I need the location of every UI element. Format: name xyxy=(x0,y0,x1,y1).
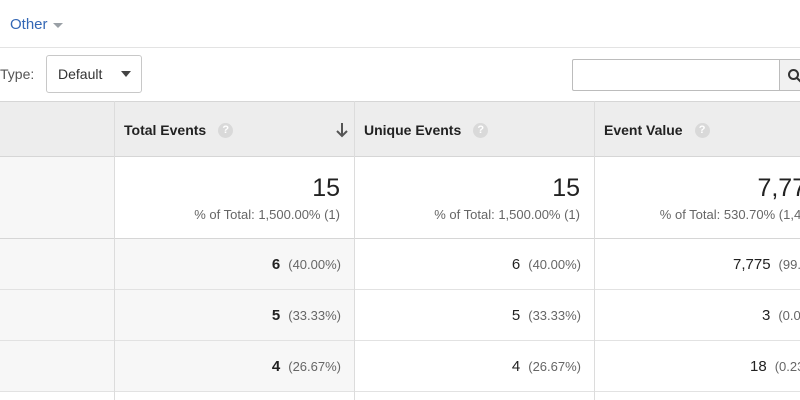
cell-percent: (0.04%) xyxy=(778,307,800,323)
help-icon[interactable]: ? xyxy=(694,122,710,138)
cell-percent: (26.67%) xyxy=(288,358,341,374)
type-select[interactable]: Default xyxy=(46,55,142,93)
total-value: 15 xyxy=(312,174,340,202)
cell-percent: (0.23%) xyxy=(774,358,800,374)
other-dropdown-label: Other xyxy=(10,16,48,33)
other-dropdown[interactable]: Other xyxy=(10,16,63,33)
totals-row: 15 % of Total: 1,500.00% (1) 15 % of Tot… xyxy=(0,157,800,239)
cell-unique-events: 4 (26.67%) xyxy=(355,341,595,391)
cell-percent: (33.33%) xyxy=(288,307,341,323)
total-percent: % of Total: 530.70% (1,465) xyxy=(659,207,800,222)
data-table: Total Events ? Unique Events ? Event Val… xyxy=(0,101,800,400)
type-select-value: Default xyxy=(58,66,103,82)
column-divider xyxy=(114,101,115,400)
row-label-cell xyxy=(0,239,115,289)
cell-value: 7,775 xyxy=(733,255,771,273)
cell-total-events: 5 (33.33%) xyxy=(115,290,355,340)
cell-total-events: 4 (26.67%) xyxy=(115,341,355,391)
row-label-cell xyxy=(0,157,115,238)
sort-descending-icon[interactable] xyxy=(335,122,349,138)
chevron-down-icon xyxy=(52,23,63,28)
table-row[interactable]: 6 (40.00%) 6 (40.00%) 7,775 (99.73%) xyxy=(0,239,800,290)
cell-event-value: 7,775 (99.73%) xyxy=(595,239,800,289)
total-percent: % of Total: 1,500.00% (1) xyxy=(434,207,580,222)
column-divider xyxy=(354,101,355,400)
cell-percent: (26.67%) xyxy=(528,358,581,374)
column-header-total-events[interactable]: Total Events ? xyxy=(124,102,234,158)
sorted-column-shade xyxy=(115,341,355,391)
total-cell-event-value: 7,775 % of Total: 530.70% (1,465) xyxy=(595,157,800,238)
cell-value: 5 xyxy=(511,306,521,324)
cell-value: 4 xyxy=(511,357,521,375)
chevron-down-icon xyxy=(121,71,131,77)
cell-unique-events: 5 (33.33%) xyxy=(355,290,595,340)
total-value: 7,775 xyxy=(757,174,800,202)
cell-event-value: 3 (0.04%) xyxy=(595,290,800,340)
cell-value: 4 xyxy=(271,357,281,375)
sorted-column-shade xyxy=(115,239,355,289)
cell-percent: (40.00%) xyxy=(528,256,581,272)
cell-total-events: 6 (40.00%) xyxy=(115,239,355,289)
cell-event-value: 18 (0.23%) xyxy=(595,341,800,391)
column-header-label: Unique Events xyxy=(364,122,462,138)
cell-value: 5 xyxy=(271,306,281,324)
row-label-cell xyxy=(0,341,115,391)
help-icon[interactable]: ? xyxy=(218,122,234,138)
cell-value: 6 xyxy=(511,255,521,273)
cell-percent: (99.73%) xyxy=(778,256,800,272)
search-input[interactable] xyxy=(572,59,780,91)
column-header-unique-events[interactable]: Unique Events ? xyxy=(364,102,489,158)
sorted-column-shade xyxy=(115,290,355,340)
column-header-label: Total Events xyxy=(124,122,207,138)
cell-value: 18 xyxy=(750,357,767,375)
search-icon xyxy=(788,69,800,83)
column-header-event-value[interactable]: Event Value ? xyxy=(604,102,710,158)
total-value: 15 xyxy=(552,174,580,202)
cell-value: 6 xyxy=(271,255,281,273)
type-label: Type: xyxy=(0,66,35,82)
search-button[interactable] xyxy=(779,59,800,91)
column-header-label: Event Value xyxy=(604,122,683,138)
row-label-cell xyxy=(0,290,115,340)
total-cell-unique-events: 15 % of Total: 1,500.00% (1) xyxy=(355,157,595,238)
table-row[interactable]: 4 (26.67%) 4 (26.67%) 18 (0.23%) xyxy=(0,341,800,392)
table-header-row: Total Events ? Unique Events ? Event Val… xyxy=(0,101,800,157)
total-cell-total-events: 15 % of Total: 1,500.00% (1) xyxy=(115,157,355,238)
cell-value: 3 xyxy=(762,306,771,324)
cell-percent: (33.33%) xyxy=(528,307,581,323)
help-icon[interactable]: ? xyxy=(473,122,489,138)
divider xyxy=(0,47,800,48)
cell-percent: (40.00%) xyxy=(288,256,341,272)
column-divider xyxy=(594,101,595,400)
total-percent: % of Total: 1,500.00% (1) xyxy=(194,207,340,222)
table-row[interactable]: 5 (33.33%) 5 (33.33%) 3 (0.04%) xyxy=(0,290,800,341)
cell-unique-events: 6 (40.00%) xyxy=(355,239,595,289)
